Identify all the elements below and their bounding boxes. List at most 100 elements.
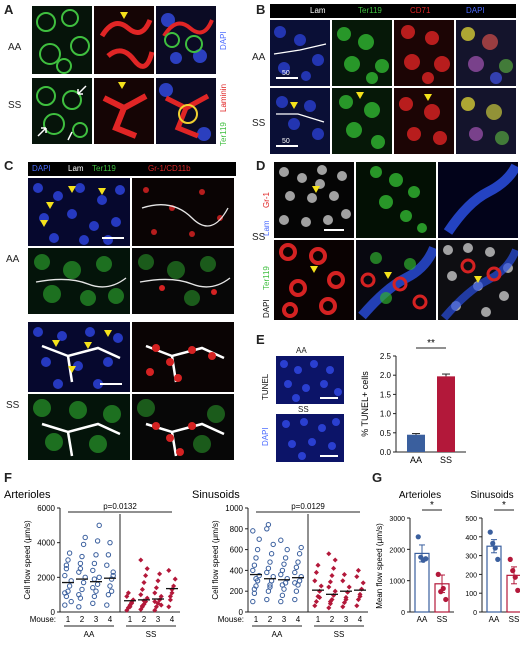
data-point [284, 546, 290, 553]
panel-b-stain-ter119: Ter119 [358, 6, 382, 15]
y-tick-label: 100 [465, 591, 477, 598]
data-point [250, 567, 256, 574]
data-point [415, 534, 421, 540]
group-label-aa: AA [272, 630, 283, 639]
data-point [94, 581, 101, 587]
panel-e-aa-image [276, 356, 344, 404]
data-point [515, 587, 520, 593]
y-tick-label: 300 [465, 554, 477, 561]
y-tick-label: 2.0 [380, 371, 392, 380]
data-point [251, 562, 258, 568]
data-point [141, 579, 147, 586]
data-point [264, 596, 270, 603]
panel-b-header-bar: Lam Ter119 CD71 DAPI [270, 4, 516, 18]
data-point [251, 586, 258, 592]
data-point [510, 568, 516, 574]
data-point [341, 572, 347, 578]
data-point [91, 560, 98, 567]
mouse-prefix: Mouse: [218, 615, 244, 624]
data-point [312, 603, 318, 609]
data-point [66, 583, 73, 589]
data-point [507, 556, 513, 562]
panel-d-lam-image [438, 162, 518, 238]
data-point [284, 576, 290, 582]
data-point [270, 541, 276, 548]
panel-a-stain-laminin: Laminin [219, 83, 228, 112]
data-point [138, 592, 144, 598]
data-point [107, 583, 113, 589]
mouse-tick-label: 2 [330, 615, 335, 624]
data-point [354, 574, 360, 580]
panel-e-row-ss: SS [298, 405, 309, 414]
mouse-tick-label: 4 [170, 615, 175, 624]
panel-c-aa-gr1-image [132, 178, 234, 246]
panel-b-stain-dapi: DAPI [466, 6, 485, 15]
data-point [268, 551, 275, 557]
mouse-tick-label: 2 [80, 615, 85, 624]
data-point [250, 598, 256, 605]
data-point [62, 590, 68, 596]
data-point [487, 529, 493, 535]
panel-b-stain-lam: Lam [310, 6, 326, 15]
y-tick-label: 200 [465, 572, 477, 579]
data-point [77, 560, 84, 567]
panel-b-stain-cd71: CD71 [410, 6, 431, 15]
mouse-tick-label: 3 [282, 615, 287, 624]
data-point [94, 538, 101, 544]
panel-c-row-aa: AA [6, 254, 20, 265]
data-point [139, 586, 145, 593]
panel-a-row-aa: AA [8, 42, 22, 53]
panel-d-row-ss: SS [252, 232, 266, 243]
data-point [265, 521, 272, 528]
group-label-aa: AA [84, 630, 95, 639]
data-point [104, 602, 110, 608]
data-point [327, 579, 333, 585]
mouse-tick-label: 4 [108, 615, 113, 624]
y-tick-label: 1000 [389, 579, 405, 586]
x-tick-label: AA [489, 615, 500, 624]
bar-ss [437, 376, 455, 452]
panel-a-row-ss: SS [8, 100, 22, 111]
data-point [326, 584, 332, 590]
data-point [105, 591, 112, 598]
panel-e-row-aa: AA [296, 346, 307, 355]
data-point [331, 592, 337, 598]
panel-d-label: D [256, 158, 266, 173]
data-point [296, 551, 303, 557]
data-point [326, 605, 332, 611]
data-point [440, 585, 446, 592]
panel-c-ss-dapi-image [28, 322, 130, 392]
data-point [172, 576, 178, 582]
panel-c-aa-ter119-image [28, 248, 130, 314]
panel-e-ss-image [276, 414, 344, 462]
data-point [340, 604, 346, 610]
data-point [104, 562, 110, 568]
mouse-tick-label: 4 [358, 615, 363, 624]
data-point [80, 579, 87, 586]
data-point [512, 574, 518, 580]
y-tick-label: 0 [401, 610, 405, 617]
bar-aa [486, 545, 502, 613]
data-point [492, 545, 498, 551]
data-point [96, 574, 102, 581]
panel-b-aa-ter119-image [332, 20, 392, 86]
data-point [65, 557, 71, 563]
panel-c-header-bar: DAPI Lam Ter119 Gr-1/CD11b [28, 162, 236, 176]
panel-f-label: F [4, 470, 12, 485]
data-point [62, 572, 68, 579]
group-label-ss: SS [334, 630, 345, 639]
data-point [77, 565, 84, 572]
data-point [166, 604, 172, 610]
panel-a-stain-ter119: Ter119 [219, 122, 228, 146]
data-point [293, 588, 300, 594]
y-tick-label: 400 [465, 535, 477, 542]
pvalue-label: p=0.0132 [103, 502, 137, 511]
panel-d-gr1-red-image [274, 240, 354, 320]
panel-d-ter119-image [356, 162, 436, 238]
data-point [76, 604, 82, 610]
data-point [360, 580, 366, 586]
data-point [295, 559, 301, 565]
panel-c-stain-dapi: DAPI [32, 164, 51, 173]
panel-d-gr1-gray-image [274, 162, 354, 238]
